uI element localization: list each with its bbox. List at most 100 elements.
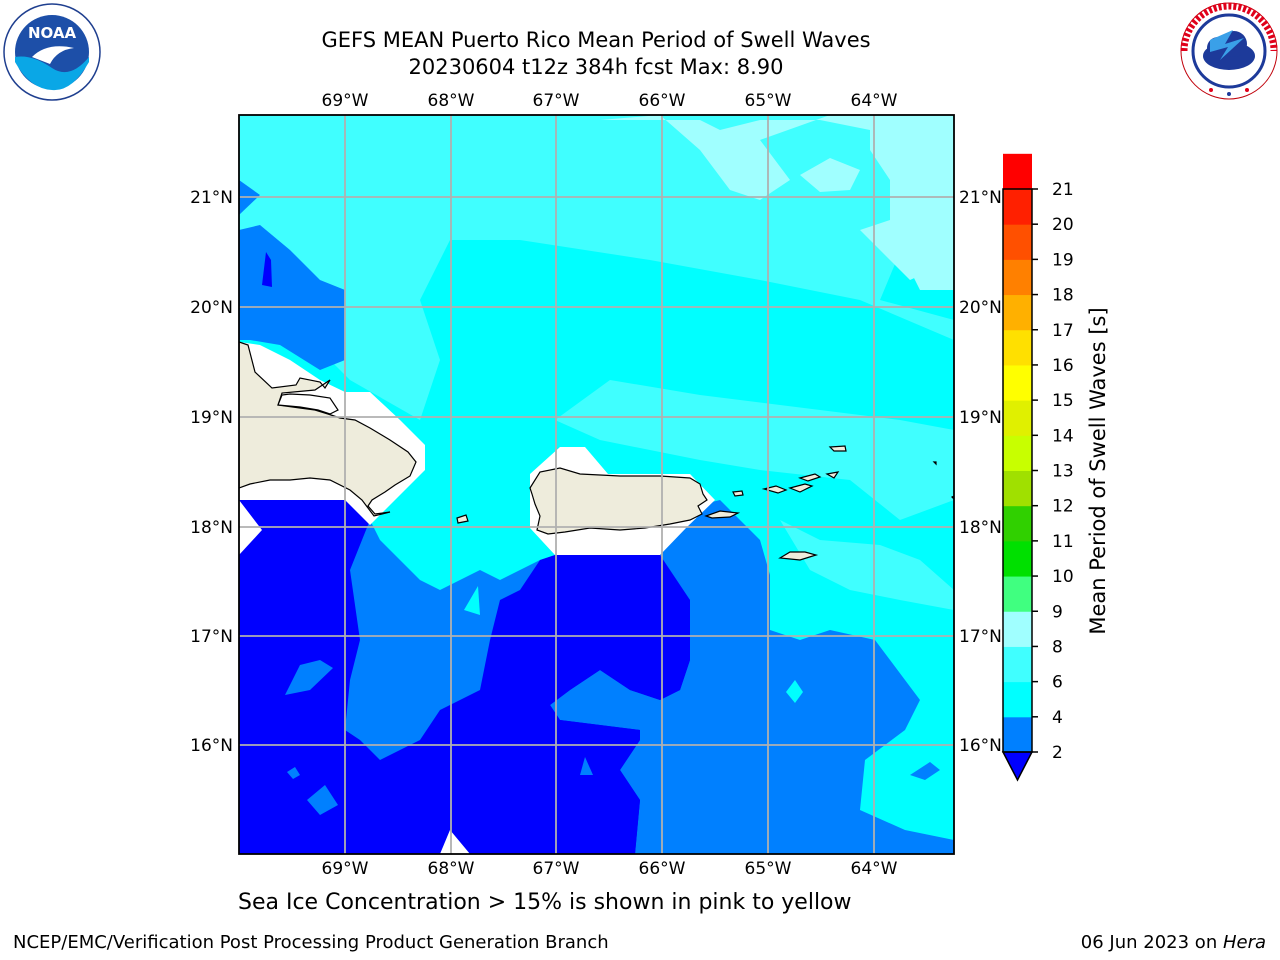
land-hispaniola-bay [277,393,339,415]
bottom-lon-labels: 69°W 68°W 67°W 66°W 65°W 64°W [322,859,898,879]
colorbar-segment [1003,153,1032,190]
band-2-4-nw-spot [262,252,272,287]
colorbar-segment [1003,716,1032,753]
colorbar-tick-label: 18 [1052,286,1074,306]
band-8-9-north [239,115,954,420]
colorbar-ticks: 2 4 6 8 9 10 11 12 13 14 15 16 17 18 19 20 21 [1032,180,1074,763]
left-lat-label: 18°N [190,518,233,538]
island-anegada [828,445,847,452]
colorbar-tick-label: 21 [1052,180,1074,200]
bottom-lon-label: 69°W [322,859,369,879]
right-lat-label: 20°N [959,298,1002,318]
land-mask-south [440,830,470,854]
colorbar-tick-label: 14 [1052,426,1074,446]
noaa-logo-text: NOAA [28,24,77,42]
left-lat-label: 17°N [190,627,233,647]
top-lon-label: 65°W [745,91,792,111]
right-lat-label: 17°N [959,627,1002,647]
map-area [239,115,954,854]
colorbar-segment [1003,435,1032,471]
band-4-6-patch2 [307,785,338,815]
colorbar-segment [1003,400,1032,436]
left-lat-label: 21°N [190,188,233,208]
top-lon-label: 67°W [533,91,580,111]
band-6-8-patch [464,586,480,615]
island-sombrero [932,461,937,466]
date-label: 06 Jun 2023 on [1080,932,1223,953]
top-lon-label: 69°W [322,91,369,111]
colorbar-segment [1003,259,1032,296]
bottom-lon-label: 64°W [851,859,898,879]
island-mona [456,514,469,524]
island-st-john [788,483,814,493]
colorbar-tick-label: 16 [1052,356,1074,376]
top-lon-labels: 69°W 68°W 67°W 66°W 65°W 64°W [322,91,898,111]
bottom-lon-label: 68°W [428,859,475,879]
bottom-lon-label: 66°W [639,859,686,879]
colorbar-segment [1003,505,1032,542]
left-lat-label: 20°N [190,298,233,318]
island-virgin-gorda [825,471,840,479]
top-lon-label: 64°W [851,91,898,111]
colorbar-tick-label: 6 [1052,673,1063,693]
colorbar-tick-label: 20 [1052,215,1074,235]
colorbar-segment [1003,329,1032,366]
band-8-9-middle [555,380,954,520]
colorbar-tick-label: 10 [1052,567,1074,587]
colorbar-segment [1003,364,1032,401]
top-lon-label: 66°W [639,91,686,111]
plot-title-line2: 20230604 t12z 384h fcst Max: 8.90 [408,55,784,79]
colorbar-tick-label: 8 [1052,637,1063,657]
colorbar-segment [1003,646,1032,683]
colorbar-segment [1003,189,1032,225]
colorbar-segment [1003,540,1032,577]
colorbar-under-triangle [1001,751,1034,782]
colorbar-tick-label: 12 [1052,497,1074,517]
left-lat-label: 19°N [190,408,233,428]
colorbar-segment [1003,470,1032,507]
land-hispaniola [239,341,417,517]
band-4-6-east-blob [910,762,940,780]
right-lat-labels: 21°N 20°N 19°N 18°N 17°N 16°N [959,188,1002,756]
host-name: Hera [1222,932,1266,953]
nws-logo [1180,2,1278,100]
colorbar-title: Mean Period of Swell Waves [s] [1086,307,1110,634]
colorbar-tick-label: 4 [1052,708,1063,728]
colorbar-tick-label: 9 [1052,602,1063,622]
band-8-9-east [780,520,954,610]
colorbar-segment [1003,681,1032,718]
island-culebra [732,490,744,497]
right-lat-label: 21°N [959,188,1002,208]
band-4-6-patch [285,660,333,695]
plot-title-line1: GEFS MEAN Puerto Rico Mean Period of Swe… [321,28,871,52]
island-tortola [798,473,822,482]
colorbar-segment [1003,294,1032,331]
band-9-10-blob [800,158,860,192]
band-9-10-blob2 [905,240,954,290]
colorbar-segment [1003,576,1032,612]
colorbar-tick-label: 11 [1052,532,1074,552]
map-frame [238,114,955,855]
right-lat-label: 16°N [959,736,1002,756]
noaa-logo: NOAA [3,3,101,101]
colorbar-segments [1003,153,1032,753]
left-lat-label: 16°N [190,736,233,756]
right-lat-label: 18°N [959,518,1002,538]
island-st-thomas [761,485,788,494]
island-st-croix [778,551,819,561]
left-lat-labels: 21°N 20°N 19°N 18°N 17°N 16°N [190,188,233,756]
bottom-lon-label: 67°W [533,859,580,879]
colorbar-segment [1003,611,1032,647]
colorbar-tick-label: 17 [1052,321,1074,341]
credit-text: NCEP/EMC/Verification Post Processing Pr… [13,932,609,953]
colorbar-segment [1003,224,1032,260]
colorbar-tick-label: 19 [1052,250,1074,270]
right-lat-label: 19°N [959,408,1002,428]
bottom-lon-label: 65°W [745,859,792,879]
band-6-8-patch2 [786,680,803,703]
colorbar-tick-label: 2 [1052,743,1063,763]
band-4-6-patch4 [580,757,593,775]
graticule [239,115,954,854]
band-2-4-center [420,555,690,854]
